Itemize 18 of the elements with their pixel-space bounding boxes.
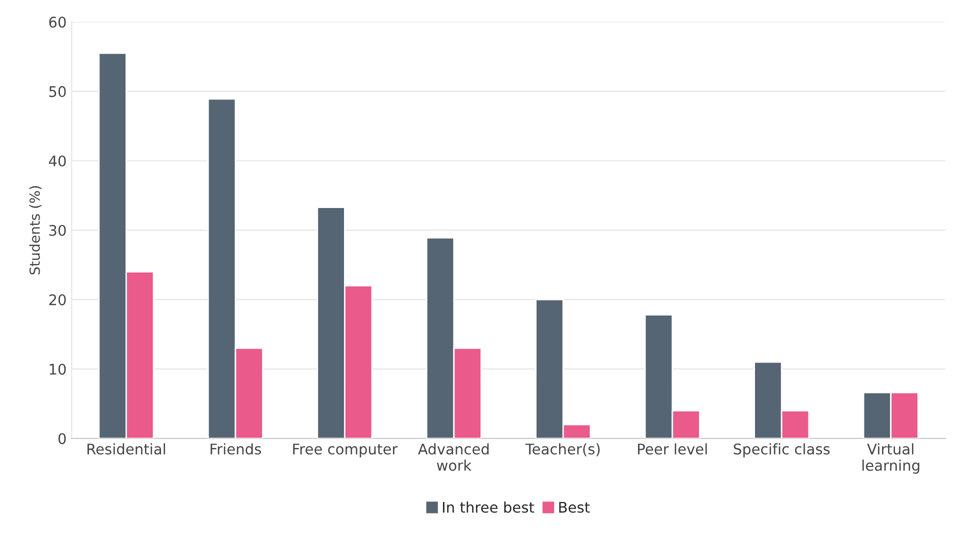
x-tick-label: Virtual learning: [862, 443, 920, 474]
x-tick-label: Free computer: [293, 444, 398, 458]
x-tick-label: Friends: [210, 443, 261, 455]
y-tick-label: 50: [49, 86, 66, 98]
y-tick-label: 10: [50, 364, 66, 375]
y-tick-label: 60: [49, 16, 66, 28]
x-tick-label: Advanced work: [418, 443, 489, 471]
x-tick-label: Residential: [88, 443, 166, 455]
y-tick-label: 0: [58, 433, 66, 444]
y-axis-title: Students (%): [29, 186, 42, 274]
x-tick-label: Peer level: [638, 443, 707, 455]
legend-label: Best: [559, 502, 590, 513]
y-tick-label: 20: [49, 294, 66, 306]
x-tick-label: Specific class: [734, 443, 830, 458]
y-tick-label: 40: [48, 155, 66, 166]
legend-label: In three best: [442, 502, 534, 513]
y-tick-label: 30: [49, 224, 66, 236]
x-tick-label: Teacher(s): [525, 443, 600, 456]
